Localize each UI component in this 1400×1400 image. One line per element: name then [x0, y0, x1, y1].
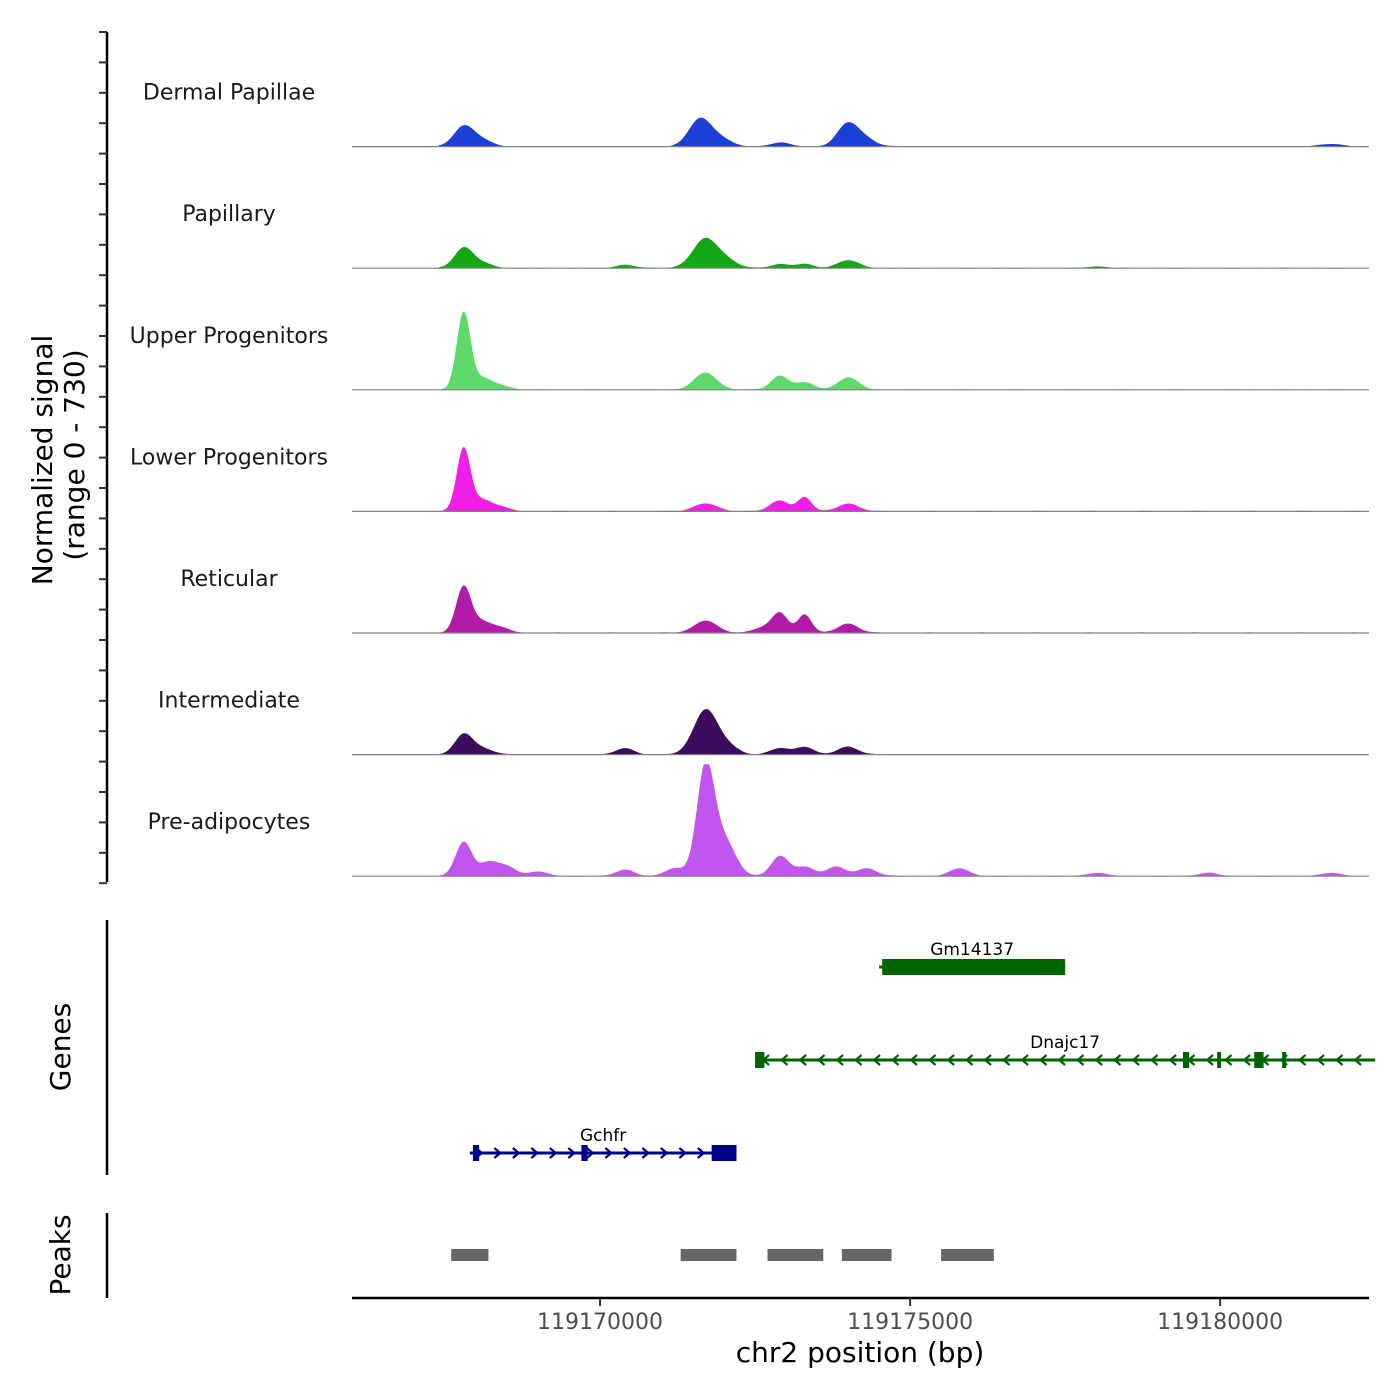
coverage-track: Upper Progenitors	[130, 311, 1369, 391]
coverage-y-ticks	[99, 31, 107, 885]
coverage-area	[438, 585, 1357, 633]
strand-arrow	[1242, 1054, 1251, 1066]
strand-arrow	[1112, 1054, 1122, 1066]
coverage-track: Reticular	[180, 567, 1369, 634]
strand-arrow	[660, 1147, 669, 1159]
gene-name-label: Gm14137	[930, 940, 1014, 960]
x-tick-label: 119180000	[1157, 1310, 1283, 1335]
strand-arrow	[1205, 1054, 1214, 1066]
y-axis-range: (range 0 - 730)	[58, 349, 91, 560]
strand-arrow	[1168, 1054, 1177, 1066]
genes-track-label: Genes	[44, 1003, 77, 1091]
strand-arrow	[835, 1054, 844, 1066]
strand-arrow	[964, 1054, 974, 1066]
gene-model: Gchfr	[469, 1126, 737, 1161]
strand-arrow	[890, 1054, 900, 1066]
coverage-area	[438, 764, 1357, 877]
strand-arrow	[946, 1054, 955, 1066]
coverage-track: Lower Progenitors	[130, 445, 1369, 512]
y-axis-title: Normalized signal	[26, 335, 59, 586]
gene-exon	[1254, 1052, 1264, 1068]
strand-arrow	[1149, 1054, 1159, 1066]
peaks-track	[451, 1249, 994, 1261]
gene-exon	[1282, 1052, 1287, 1068]
strand-arrow	[567, 1147, 577, 1159]
strand-arrow	[1094, 1054, 1103, 1066]
x-tick-label: 119170000	[537, 1310, 663, 1335]
strand-arrow	[604, 1147, 614, 1159]
strand-arrow	[1038, 1054, 1048, 1066]
strand-arrow	[1316, 1054, 1325, 1066]
gene-name-label: Gchfr	[580, 1126, 626, 1146]
strand-arrow	[798, 1054, 807, 1066]
peak-region	[680, 1249, 737, 1261]
gene-exon	[581, 1145, 588, 1161]
coverage-area	[438, 117, 1357, 147]
strand-arrow	[779, 1054, 789, 1066]
coverage-area	[438, 708, 1357, 755]
strand-arrow	[586, 1147, 595, 1159]
track-label: Intermediate	[158, 689, 300, 714]
peaks-track-label: Peaks	[44, 1214, 77, 1295]
strand-arrow	[1057, 1054, 1066, 1066]
gene-model: Dnajc17	[755, 1033, 1376, 1068]
coverage-track: Papillary	[182, 202, 1369, 269]
strand-arrow	[872, 1054, 881, 1066]
strand-arrow	[927, 1054, 937, 1066]
track-label: Papillary	[182, 202, 276, 227]
strand-arrow	[678, 1147, 688, 1159]
coverage-area	[438, 446, 1357, 512]
track-label: Upper Progenitors	[130, 324, 329, 349]
gene-exon	[1217, 1052, 1222, 1068]
gene-name-label: Dnajc17	[1030, 1033, 1100, 1053]
coverage-area	[438, 237, 1357, 269]
x-axis-title: chr2 position (bp)	[736, 1336, 985, 1369]
gene-exon	[755, 1052, 765, 1068]
strand-arrow	[1334, 1054, 1344, 1066]
gene-exon	[472, 1145, 480, 1161]
strand-arrow	[816, 1054, 826, 1066]
strand-arrow	[909, 1054, 918, 1066]
strand-arrow	[549, 1147, 558, 1159]
strand-arrow	[1131, 1054, 1140, 1066]
coverage-tracks: Dermal Papillae Papillary Upper Progenitor…	[130, 81, 1369, 877]
coverage-track: Pre-adipocytes	[148, 764, 1369, 877]
track-label: Reticular	[180, 567, 278, 592]
track-label: Pre-adipocytes	[148, 810, 311, 835]
coverage-area	[438, 311, 1357, 390]
strand-arrow	[493, 1147, 503, 1159]
strand-arrow	[853, 1054, 863, 1066]
strand-arrow	[623, 1147, 632, 1159]
strand-arrow	[697, 1147, 706, 1159]
strand-arrow	[1001, 1054, 1011, 1066]
strand-arrow	[1075, 1054, 1085, 1066]
track-label: Lower Progenitors	[130, 445, 328, 470]
coverage-track: Intermediate	[158, 689, 1369, 756]
strand-arrow	[983, 1054, 992, 1066]
peak-region	[451, 1249, 489, 1261]
strand-arrow	[1223, 1054, 1233, 1066]
gene-exon	[711, 1145, 737, 1161]
track-label: Dermal Papillae	[143, 81, 315, 106]
strand-arrow	[512, 1147, 521, 1159]
strand-arrow	[530, 1147, 540, 1159]
x-axis-ticks: 119170000 119175000 119180000	[537, 1298, 1283, 1335]
strand-arrow	[641, 1147, 651, 1159]
strand-arrow	[1020, 1054, 1029, 1066]
peak-region	[941, 1249, 994, 1261]
x-tick-label: 119175000	[847, 1310, 973, 1335]
coverage-track: Dermal Papillae	[143, 81, 1369, 148]
gene-model: Gm14137	[879, 940, 1066, 975]
peak-region	[767, 1249, 824, 1261]
strand-arrow	[1297, 1054, 1307, 1066]
strand-arrow	[1353, 1054, 1362, 1066]
genes-track: Gm14137 Dnajc17 Gchfr	[469, 940, 1376, 1161]
gene-exon	[1182, 1052, 1190, 1068]
gene-exon	[882, 959, 1066, 975]
peak-region	[841, 1249, 892, 1261]
